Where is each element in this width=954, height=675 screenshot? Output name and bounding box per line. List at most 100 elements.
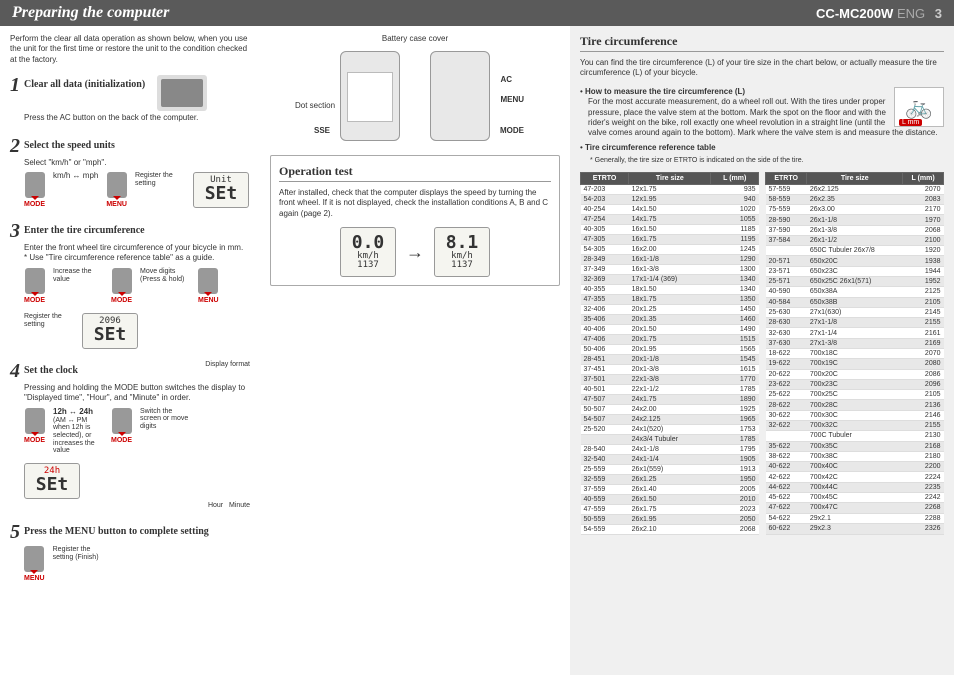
lcd-after: 8.1km/h1137 (434, 227, 490, 277)
content: Perform the clear all data operation as … (0, 26, 954, 675)
table-row: 37-59026x1-3/82068 (766, 225, 944, 235)
table-row: 30-622700x30C2146 (766, 410, 944, 420)
table-row: 54-55926x2.102068 (581, 524, 759, 534)
ref-note: * Generally, the tire size or ETRTO is i… (590, 157, 944, 165)
table-row: 40-25414x1.501020 (581, 204, 759, 214)
table-row: 50-55926x1.952050 (581, 514, 759, 524)
table-row: 58-55926x2.352083 (766, 194, 944, 204)
table-row: 32-54024x1-1/41905 (581, 454, 759, 464)
tire-tables: ETRTOTire sizeL (mm) 47-20312x1.7593554-… (580, 172, 944, 535)
lcd-tire: 2096SEt (82, 313, 138, 349)
table-row: 47-20312x1.75935 (581, 184, 759, 194)
table-row: 28-622700x28C2136 (766, 400, 944, 410)
table-row: 40-55926x1.502010 (581, 494, 759, 504)
column-left: Perform the clear all data operation as … (0, 26, 260, 675)
device-diagram: SSE Dot section AC MENU MODE (270, 51, 560, 141)
table-row: 24x3/4 Tubuler1785 (581, 434, 759, 444)
table-row: 54-50724x2.1251965 (581, 414, 759, 424)
step-number: 1 (10, 75, 20, 95)
table-row: 650C Tubuler 26x7/81920 (766, 246, 944, 256)
table-row: 20-622700x20C2086 (766, 369, 944, 379)
table-row: 40-590650x38A2125 (766, 287, 944, 297)
table-row: 23-571650x23C1944 (766, 266, 944, 276)
mode-button-icon: MODE (24, 172, 45, 209)
table-row: 28-45120x1-1/81545 (581, 354, 759, 364)
table-row: 54-62229x2.12288 (766, 513, 944, 523)
table-row: 18-622700x18C2070 (766, 349, 944, 359)
table-row: 50-50724x2.001925 (581, 404, 759, 414)
table-row: 700C Tubuler2130 (766, 431, 944, 441)
table-row: 40-35518x1.501340 (581, 284, 759, 294)
operation-test-body: After installed, check that the computer… (279, 188, 551, 219)
howto-measure: • How to measure the tire circumference … (580, 87, 944, 139)
table-row: 42-622700x42C2224 (766, 472, 944, 482)
step-4: 4 Set the clock Display format Pressing … (10, 361, 250, 510)
intro-text: Perform the clear all data operation as … (10, 34, 250, 65)
table-row: 37-50122x1-3/81770 (581, 374, 759, 384)
mode-label: MODE (500, 126, 524, 135)
table-row: 40-584650x38B2105 (766, 297, 944, 307)
sse-label: SSE (314, 126, 330, 135)
tire-intro: You can find the tire circumference (L) … (580, 58, 944, 79)
table-row: 47-35518x1.751350 (581, 294, 759, 304)
page-header: Preparing the computer CC-MC200W ENG 3 (0, 0, 954, 26)
table-row: 32-55926x1.251950 (581, 474, 759, 484)
table-row: 23-622700x23C2096 (766, 379, 944, 389)
bike-icon: L mm (894, 87, 944, 127)
table-row: 37-55926x1.402005 (581, 484, 759, 494)
tire-title: Tire circumference (580, 34, 944, 52)
table-row: 28-59026x1-1/81970 (766, 215, 944, 225)
table-row: 28-63027x1-1/82155 (766, 318, 944, 328)
table-row: 25-622700x25C2105 (766, 390, 944, 400)
table-row: 28-34916x1-1/81290 (581, 254, 759, 264)
table-row: 37-45120x1-3/81615 (581, 364, 759, 374)
table-row: 38-622700x38C2180 (766, 451, 944, 461)
header-title: Preparing the computer (12, 4, 169, 22)
table-row: 20-571650x20C1938 (766, 256, 944, 266)
lcd-before: 0.0km/h1137 (340, 227, 396, 277)
tire-table-2: ETRTOTire sizeL (mm) 57-55926x2.12520705… (765, 172, 944, 535)
column-middle: Battery case cover SSE Dot section AC ME… (260, 26, 570, 675)
table-row: 25-55926x1(559)1913 (581, 464, 759, 474)
table-row: 54-20312x1.95940 (581, 194, 759, 204)
table-row: 60-62229x2.32326 (766, 523, 944, 534)
operation-test-title: Operation test (279, 164, 551, 182)
table-row: 47-50724x1.751890 (581, 394, 759, 404)
operation-test-box: Operation test After installed, check th… (270, 155, 560, 286)
menu-label: MENU (500, 95, 524, 104)
table-row: 40-50122x1-1/21785 (581, 384, 759, 394)
tire-table-1: ETRTOTire sizeL (mm) 47-20312x1.7593554-… (580, 172, 759, 535)
step-5: 5 Press the MENU button to complete sett… (10, 522, 250, 583)
step-title: Clear all data (initialization) (24, 79, 145, 90)
header-model: CC-MC200W ENG 3 (816, 6, 942, 21)
dot-section-label: Dot section (295, 101, 335, 110)
table-row: 37-63027x1-3/82169 (766, 338, 944, 348)
table-row: 37-58426x1-1/22100 (766, 235, 944, 245)
arrow-icon: → (406, 242, 424, 263)
table-row: 25-52024x1(520)1753 (581, 424, 759, 434)
table-row: 32-622700x32C2155 (766, 420, 944, 430)
step-2: 2 Select the speed units Select "km/h" o… (10, 136, 250, 209)
table-row: 47-30516x1.751195 (581, 234, 759, 244)
table-row: 47-40620x1.751515 (581, 334, 759, 344)
lcd-clock: 24hSEt (24, 463, 80, 499)
table-row: 47-622700x47C2268 (766, 503, 944, 513)
ref-table-title: • Tire circumference reference table (580, 143, 944, 153)
table-row: 35-40620x1.351460 (581, 314, 759, 324)
device-back (430, 51, 490, 141)
table-row: 40-622700x40C2200 (766, 462, 944, 472)
menu-button-icon: MENU (106, 172, 127, 209)
lcd-unit: UnitSEt (193, 172, 249, 208)
table-row: 40-30516x1.501185 (581, 224, 759, 234)
table-row: 45-622700x45C2242 (766, 492, 944, 502)
table-row: 57-55926x2.1252070 (766, 184, 944, 194)
table-row: 32-36917x1-1/4 (369)1340 (581, 274, 759, 284)
table-row: 54-30516x2.001245 (581, 244, 759, 254)
step-body: Press the AC button on the back of the c… (24, 113, 250, 123)
table-row: 44-622700x44C2235 (766, 482, 944, 492)
table-row: 50-40620x1.951565 (581, 344, 759, 354)
table-row: 35-622700x35C2168 (766, 441, 944, 451)
table-row: 40-40620x1.501490 (581, 324, 759, 334)
battery-cover-label: Battery case cover (270, 34, 560, 43)
column-right: Tire circumference You can find the tire… (570, 26, 954, 675)
